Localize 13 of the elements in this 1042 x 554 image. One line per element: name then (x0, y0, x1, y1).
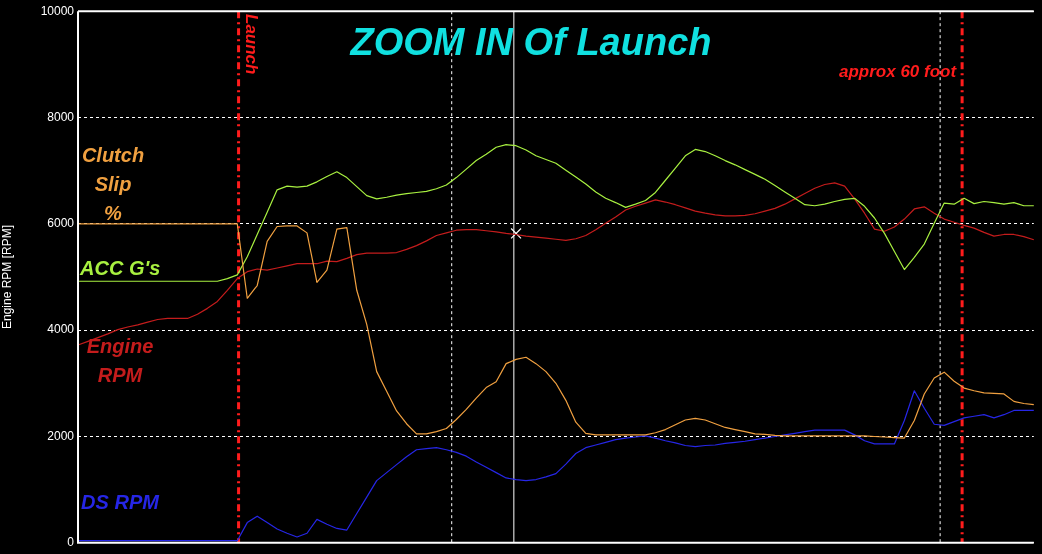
y-axis-title: Engine RPM [RPM] (0, 224, 14, 330)
y-tick-label: 8000 (47, 109, 75, 124)
series-label: Engine RPM (86, 334, 154, 386)
text: Launch (241, 14, 261, 75)
text: approx 60 foot (838, 61, 957, 81)
y-tick-label: 10000 (40, 3, 75, 18)
y-tick-label: 4000 (47, 322, 75, 337)
y-tick-label: 6000 (47, 216, 75, 231)
y-tick-label: 0 (67, 535, 75, 550)
series-label: Clutch Slip % (81, 143, 145, 224)
series-label: ACC G's (79, 256, 161, 279)
series-label: DS RPM (81, 490, 161, 513)
y-tick-label: 2000 (47, 428, 75, 443)
